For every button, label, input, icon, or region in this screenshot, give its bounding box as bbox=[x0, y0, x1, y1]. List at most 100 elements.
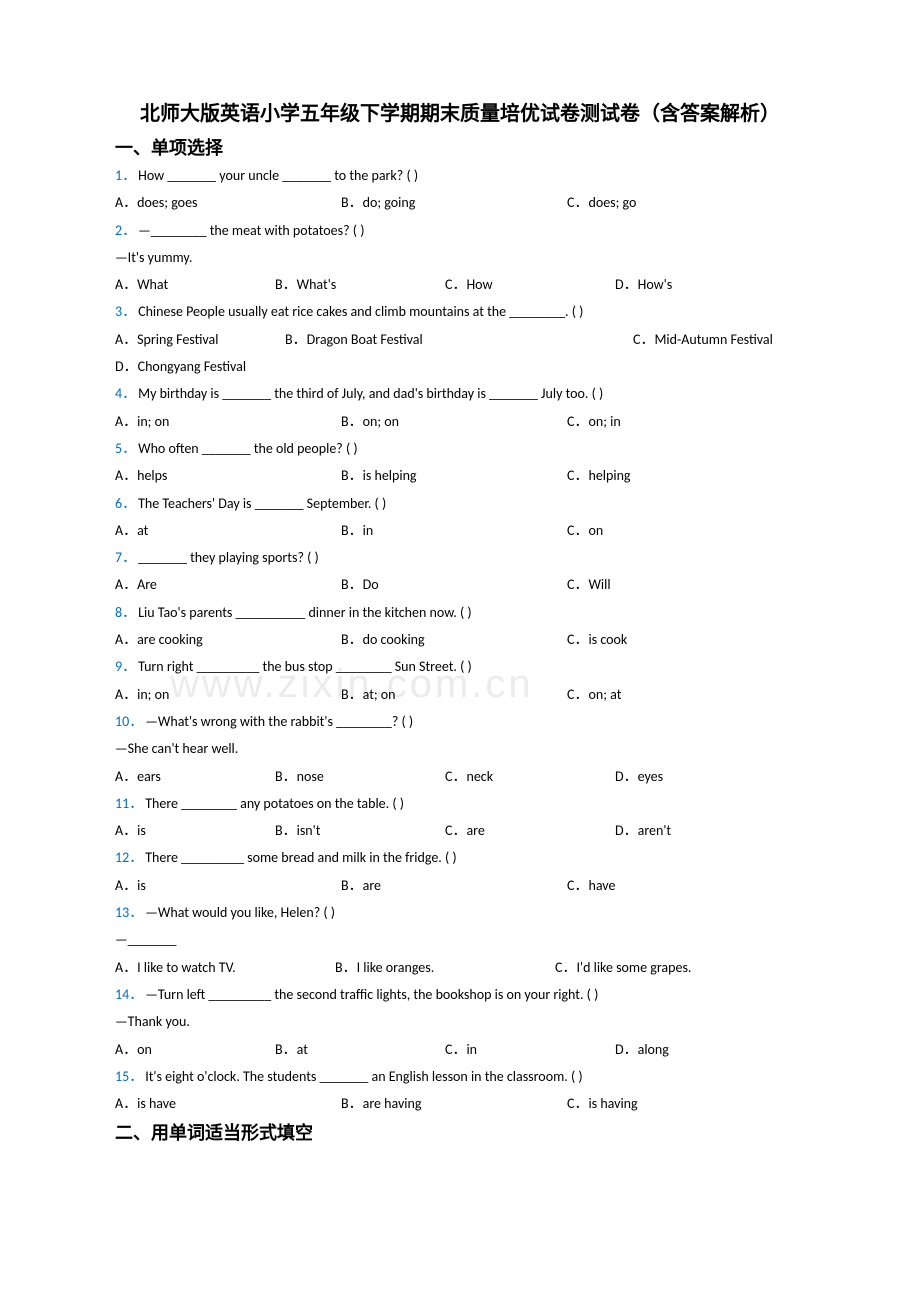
option-c: C．in bbox=[445, 1036, 615, 1063]
question-text: It's eight o'clock. The students _______… bbox=[145, 1063, 805, 1090]
option-a: A．I like to watch TV. bbox=[115, 954, 335, 981]
option-c: C．neck bbox=[445, 763, 615, 790]
question-text: The Teachers' Day is _______ September. … bbox=[138, 490, 805, 517]
option-b: B．Dragon Boat Festival bbox=[285, 326, 633, 353]
question-9: 9．Turn right _________ the bus stop ____… bbox=[115, 653, 805, 680]
option-a: A．is bbox=[115, 872, 341, 899]
option-a: A．at bbox=[115, 517, 341, 544]
option-b: B．at; on bbox=[341, 681, 567, 708]
option-b: B．do cooking bbox=[341, 626, 567, 653]
option-d: D．eyes bbox=[615, 763, 663, 790]
option-b: B．at bbox=[275, 1036, 445, 1063]
question-8: 8．Liu Tao's parents __________ dinner in… bbox=[115, 599, 805, 626]
options-row: A．on B．at C．in D．along bbox=[115, 1036, 805, 1063]
option-a: A．in; on bbox=[115, 681, 341, 708]
option-c: C．Mid-Autumn Festival bbox=[633, 326, 773, 353]
page-content: 北师大版英语小学五年级下学期期末质量培优试卷测试卷（含答案解析） 一、单项选择 … bbox=[115, 100, 805, 1145]
question-text: _______ they playing sports? ( ) bbox=[138, 544, 805, 571]
options-row: A．does; goes B．do; going C．does; go bbox=[115, 189, 805, 216]
option-b: B．I like oranges. bbox=[335, 954, 555, 981]
options-row: D．Chongyang Festival bbox=[115, 353, 805, 380]
question-number: 12． bbox=[115, 844, 143, 871]
question-11: 11．There ________ any potatoes on the ta… bbox=[115, 790, 805, 817]
option-c: C．Will bbox=[567, 571, 611, 598]
question-7: 7．_______ they playing sports? ( ) bbox=[115, 544, 805, 571]
options-row: A．Spring Festival B．Dragon Boat Festival… bbox=[115, 326, 805, 353]
question-text: Who often _______ the old people? ( ) bbox=[138, 435, 805, 462]
question-number: 15． bbox=[115, 1063, 143, 1090]
option-a: A．What bbox=[115, 271, 275, 298]
option-d: D．along bbox=[615, 1036, 669, 1063]
question-13: 13．—What would you like, Helen? ( ) bbox=[115, 899, 805, 926]
question-number: 1． bbox=[115, 162, 136, 189]
option-b: B．isn't bbox=[275, 817, 445, 844]
option-b: B．What's bbox=[275, 271, 445, 298]
option-a: A．is bbox=[115, 817, 275, 844]
options-row: A．is have B．are having C．is having bbox=[115, 1090, 805, 1117]
options-row: A．What B．What's C．How D．How's bbox=[115, 271, 805, 298]
option-c: C．How bbox=[445, 271, 615, 298]
option-c: C．I'd like some grapes. bbox=[555, 954, 691, 981]
question-number: 10． bbox=[115, 708, 143, 735]
question-number: 9． bbox=[115, 653, 136, 680]
question-text: My birthday is _______ the third of July… bbox=[138, 380, 805, 407]
question-3: 3．Chinese People usually eat rice cakes … bbox=[115, 298, 805, 325]
option-a: A．Spring Festival bbox=[115, 326, 285, 353]
question-sub: —She can't hear well. bbox=[115, 735, 805, 762]
question-text: Chinese People usually eat rice cakes an… bbox=[138, 298, 805, 325]
options-row: A．are cooking B．do cooking C．is cook bbox=[115, 626, 805, 653]
options-row: A．in; on B．on; on C．on; in bbox=[115, 408, 805, 435]
question-sub: —_______ bbox=[115, 926, 805, 953]
option-c: C．on; at bbox=[567, 681, 621, 708]
option-a: A．in; on bbox=[115, 408, 341, 435]
question-14: 14．—Turn left _________ the second traff… bbox=[115, 981, 805, 1008]
question-number: 3． bbox=[115, 298, 136, 325]
question-number: 13． bbox=[115, 899, 143, 926]
question-sub: —Thank you. bbox=[115, 1008, 805, 1035]
question-10: 10．—What's wrong with the rabbit's _____… bbox=[115, 708, 805, 735]
question-text: Turn right _________ the bus stop ______… bbox=[138, 653, 805, 680]
options-row: A．is B．are C．have bbox=[115, 872, 805, 899]
question-2: 2．—________ the meat with potatoes? ( ) bbox=[115, 217, 805, 244]
question-number: 6． bbox=[115, 490, 136, 517]
option-b: B．in bbox=[341, 517, 567, 544]
option-c: C．are bbox=[445, 817, 615, 844]
option-a: A．ears bbox=[115, 763, 275, 790]
option-a: A．on bbox=[115, 1036, 275, 1063]
option-a: A．does; goes bbox=[115, 189, 341, 216]
question-sub: —It's yummy. bbox=[115, 244, 805, 271]
option-b: B．on; on bbox=[341, 408, 567, 435]
question-6: 6．The Teachers' Day is _______ September… bbox=[115, 490, 805, 517]
option-b: B．are bbox=[341, 872, 567, 899]
page-title: 北师大版英语小学五年级下学期期末质量培优试卷测试卷（含答案解析） bbox=[115, 100, 805, 128]
question-text: —What's wrong with the rabbit's ________… bbox=[145, 708, 805, 735]
options-row: A．in; on B．at; on C．on; at bbox=[115, 681, 805, 708]
option-c: C．is cook bbox=[567, 626, 627, 653]
option-d: D．How's bbox=[615, 271, 672, 298]
question-text: How _______ your uncle _______ to the pa… bbox=[138, 162, 805, 189]
option-b: B．is helping bbox=[341, 462, 567, 489]
question-number: 4． bbox=[115, 380, 136, 407]
option-a: A．Are bbox=[115, 571, 341, 598]
question-number: 8． bbox=[115, 599, 136, 626]
question-text: There _________ some bread and milk in t… bbox=[145, 844, 805, 871]
option-c: C．helping bbox=[567, 462, 631, 489]
question-text: —________ the meat with potatoes? ( ) bbox=[138, 217, 805, 244]
option-b: B．nose bbox=[275, 763, 445, 790]
options-row: A．I like to watch TV. B．I like oranges. … bbox=[115, 954, 805, 981]
question-number: 11． bbox=[115, 790, 143, 817]
option-c: C．on bbox=[567, 517, 603, 544]
option-b: B．are having bbox=[341, 1090, 567, 1117]
option-a: A．is have bbox=[115, 1090, 341, 1117]
options-row: A．Are B．Do C．Will bbox=[115, 571, 805, 598]
option-b: B．do; going bbox=[341, 189, 567, 216]
question-number: 2． bbox=[115, 217, 136, 244]
option-d: D．Chongyang Festival bbox=[115, 353, 285, 380]
question-number: 5． bbox=[115, 435, 136, 462]
option-a: A．are cooking bbox=[115, 626, 341, 653]
question-5: 5．Who often _______ the old people? ( ) bbox=[115, 435, 805, 462]
question-1: 1．How _______ your uncle _______ to the … bbox=[115, 162, 805, 189]
question-4: 4．My birthday is _______ the third of Ju… bbox=[115, 380, 805, 407]
question-text: —Turn left _________ the second traffic … bbox=[145, 981, 805, 1008]
option-c: C．is having bbox=[567, 1090, 638, 1117]
